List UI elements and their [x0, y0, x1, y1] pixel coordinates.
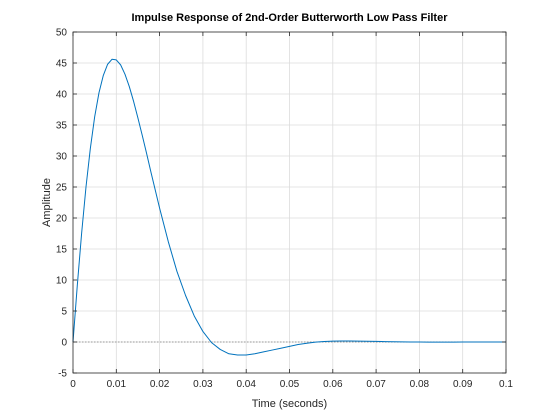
x-tick-label: 0.08	[410, 379, 430, 390]
y-tick-label: 25	[56, 183, 68, 194]
y-tick-label: 0	[61, 338, 67, 349]
y-tick-label: 10	[56, 276, 68, 287]
x-tick-label: 0.01	[107, 379, 127, 390]
y-tick-label: 40	[56, 90, 68, 101]
x-tick-label: 0.04	[236, 379, 256, 390]
y-axis-label: Amplitude	[41, 178, 53, 227]
x-tick-label: 0.03	[193, 379, 213, 390]
x-tick-label: 0.07	[366, 379, 386, 390]
y-tick-label: 5	[61, 307, 67, 318]
ticks: 0 0.01 0.02 0.03 0.04 0.05 0.06 0.07 0.08 0.09 0.1…	[56, 28, 514, 391]
y-tick-label: 15	[56, 245, 68, 256]
x-tick-label: 0.06	[323, 379, 343, 390]
x-axis-label: Time (seconds)	[252, 398, 327, 410]
y-tick-label: 50	[56, 28, 68, 39]
grid	[73, 32, 506, 373]
series-layer	[72, 58, 506, 356]
y-tick-label: 20	[56, 214, 68, 225]
series-line	[72, 58, 506, 356]
y-tick-label: -5	[58, 369, 67, 380]
y-tick-label: 35	[56, 121, 68, 132]
x-tick-label: 0.05	[280, 379, 300, 390]
y-tick-label: 45	[56, 59, 68, 70]
x-tick-label: 0	[70, 379, 76, 390]
chart-title: Impulse Response of 2nd-Order Butterwort…	[132, 12, 449, 24]
x-tick-label: 0.02	[150, 379, 170, 390]
x-tick-label: 0.09	[453, 379, 473, 390]
x-tick-label: 0.1	[499, 379, 513, 390]
y-tick-label: 30	[56, 152, 68, 163]
